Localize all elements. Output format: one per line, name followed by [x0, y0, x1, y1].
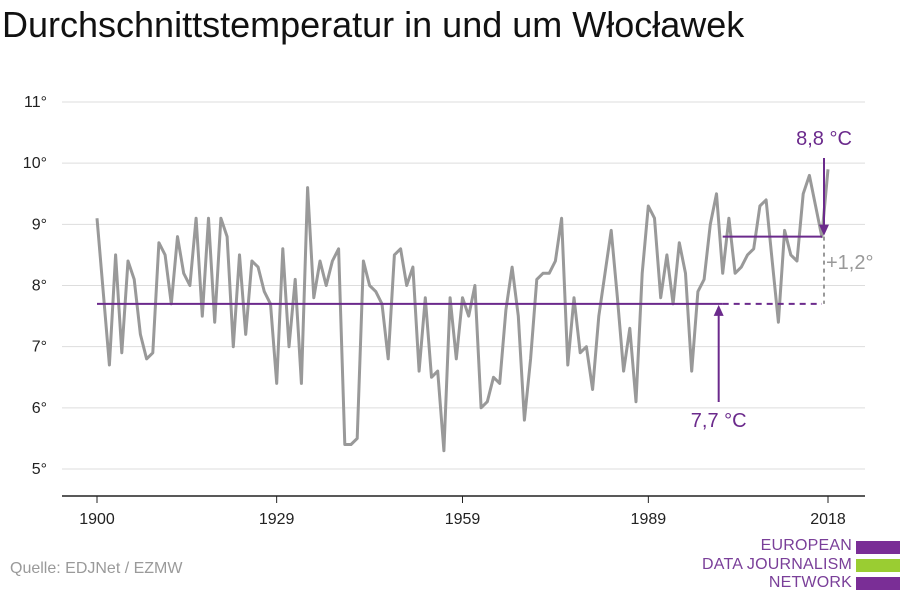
- logo-line-network: NETWORK: [768, 574, 852, 591]
- x-tick-label-1929: 1929: [259, 511, 295, 528]
- recent-arrow-head: [819, 224, 829, 236]
- x-axis: [62, 495, 865, 503]
- series: [95, 169, 830, 453]
- logo-text: EUROPEAN DATA JOURNALISM NETWORK: [702, 537, 852, 593]
- source-note: Quelle: EDJNet / EZMW: [10, 560, 183, 577]
- y-tick-label-7: 7°: [32, 339, 47, 356]
- annotations: +1,2° 8,8 °C 7,7 °C: [97, 128, 873, 432]
- logo-bar-bottom: [856, 577, 900, 590]
- chart-title: Durchschnittstemperatur in und um Włocła…: [2, 4, 745, 45]
- grid: [62, 101, 865, 470]
- difference-label: +1,2°: [826, 252, 873, 274]
- y-tick-label-11: 11°: [24, 94, 47, 111]
- x-tick-labels: 1900 1929 1959 1989 2018: [79, 511, 846, 528]
- x-tick-label-1989: 1989: [631, 511, 667, 528]
- baseline-arrow-head: [713, 304, 724, 316]
- x-tick-label-1959: 1959: [445, 511, 481, 528]
- y-tick-label-9: 9°: [32, 216, 47, 233]
- logo-bar-middle: [856, 559, 900, 572]
- y-tick-label-5: 5°: [32, 461, 47, 478]
- edjnet-logo[interactable]: EUROPEAN DATA JOURNALISM NETWORK: [700, 537, 900, 597]
- logo-line-data-journalism: DATA JOURNALISM: [702, 555, 852, 573]
- x-tick-label-2018: 2018: [810, 511, 846, 528]
- recent-value-label: 8,8 °C: [796, 128, 852, 150]
- y-tick-label-8: 8°: [32, 278, 47, 295]
- x-tick-label-1900: 1900: [79, 511, 115, 528]
- logo-line-european: EUROPEAN: [760, 537, 852, 554]
- logo-bar-top: [856, 541, 900, 554]
- y-tick-label-6: 6°: [32, 400, 47, 417]
- temperature-line: [95, 169, 830, 453]
- y-tick-labels: 5° 6° 7° 8° 9° 10° 11°: [23, 94, 47, 478]
- y-tick-label-10: 10°: [23, 155, 47, 172]
- baseline-value-label: 7,7 °C: [691, 410, 747, 432]
